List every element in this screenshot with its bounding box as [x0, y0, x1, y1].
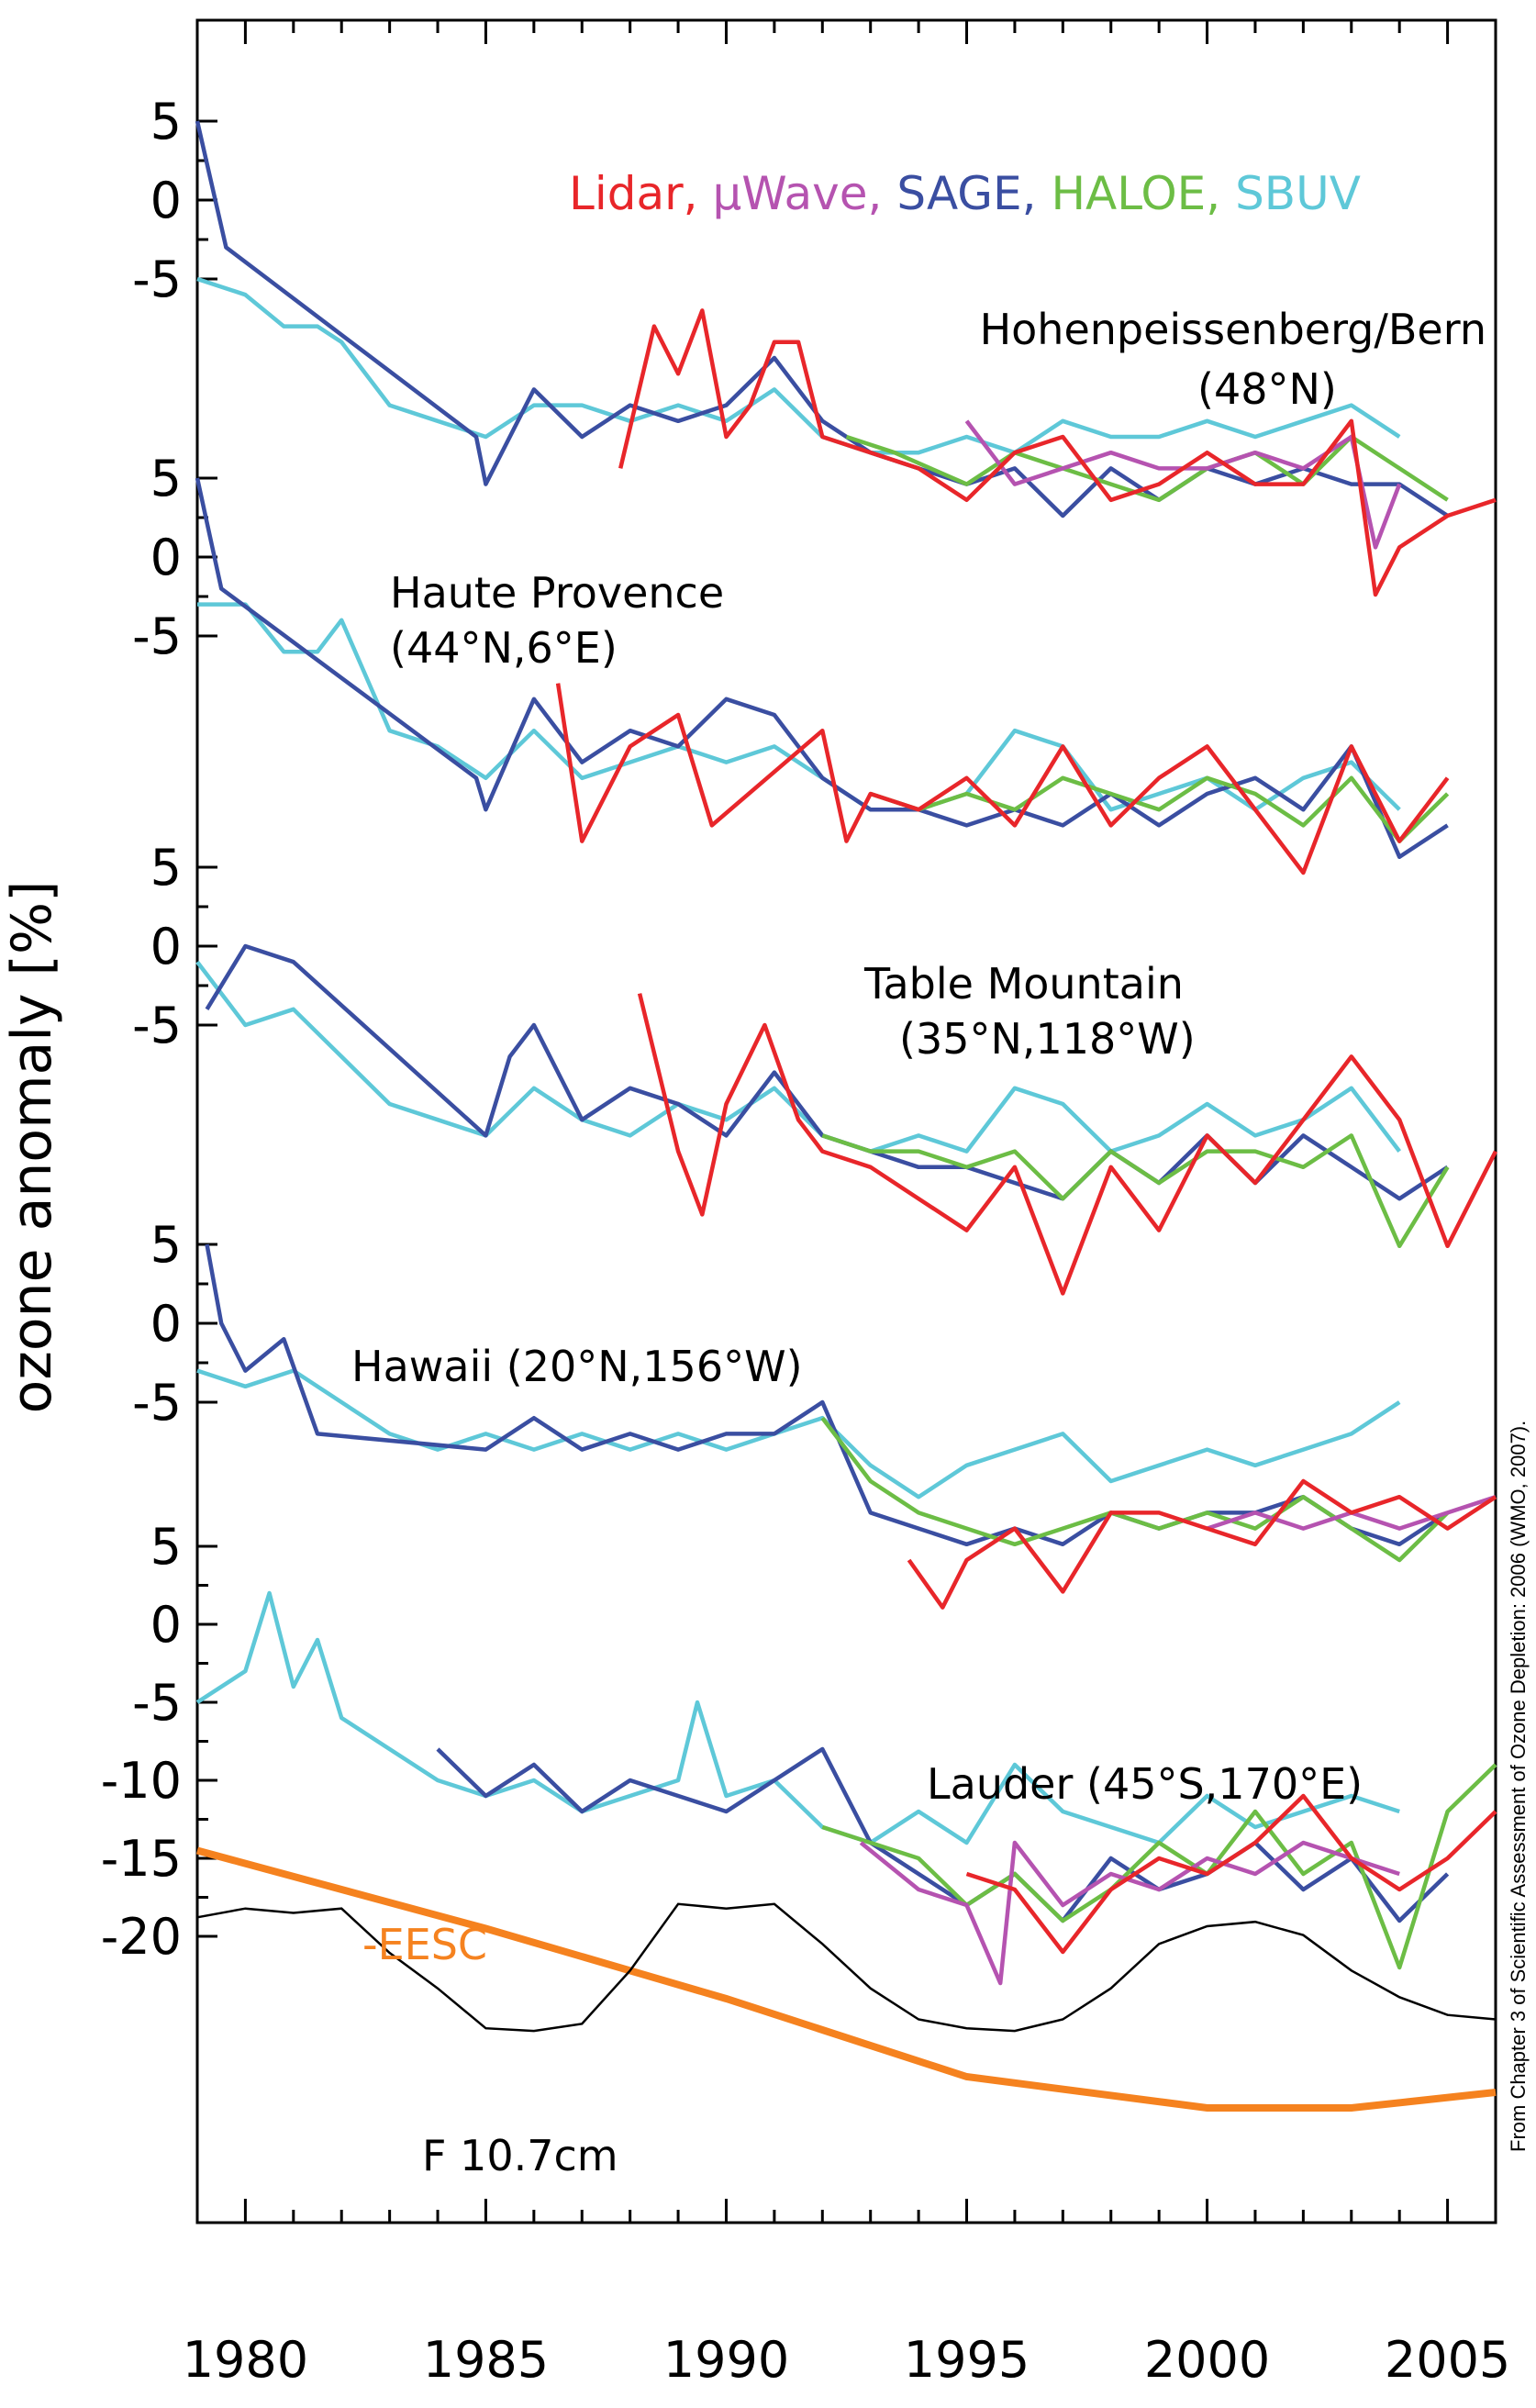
y-tick-label: -15	[101, 1830, 182, 1888]
station-coords: (48°N)	[1197, 364, 1337, 414]
plot-frame	[195, 18, 1497, 2224]
legend-item-µwave: µWave,	[698, 167, 883, 220]
y-tick-label: 0	[150, 529, 182, 586]
station-name: Table Mountain	[863, 959, 1184, 1009]
legend-item-lidar: Lidar,	[569, 167, 698, 220]
y-tick-label: 5	[150, 839, 182, 897]
y-tick-label: 5	[150, 450, 182, 507]
legend-item-sage: SAGE,	[882, 167, 1036, 220]
series-line-hawaii-lidar	[907, 1478, 1497, 1610]
svg-text:Lidar, µWave, SAGE, HALOE, SBU: Lidar, µWave, SAGE, HALOE, SBUV	[569, 167, 1361, 220]
series-line-haute-provence-sbuv	[197, 602, 1401, 812]
x-tick-label: 1980	[183, 2331, 308, 2389]
y-tick-label: -5	[132, 997, 182, 1054]
x-tick-label: 2005	[1385, 2331, 1510, 2389]
series-line-haute-provence-lidar	[555, 683, 1450, 875]
station-name: Haute Provence	[390, 568, 724, 618]
plot-border	[195, 18, 1497, 2224]
y-tick-label: 0	[150, 172, 182, 229]
x-axis: 1980 1985 1990 1995 2000 2005	[183, 20, 1510, 2389]
station-labels: Hohenpeissenberg/Bern (48°N) Haute Provenc…	[351, 305, 1486, 2180]
series-layer	[195, 120, 1498, 2112]
y-tick-label: 5	[150, 1216, 182, 1274]
series-line-table-mountain-sbuv	[195, 960, 1401, 1154]
series-line-hohenpeissenberg-bern-lidar	[618, 308, 1497, 597]
credit-note: From Chapter 3 of Scientific Assessment …	[1507, 1421, 1530, 2152]
eesc-label: -EESC	[362, 1920, 487, 1969]
y-tick-label: -5	[132, 1674, 182, 1732]
series-line-lauder-sbuv	[195, 1590, 1400, 1845]
series-line-table-mountain-lidar	[637, 993, 1498, 1296]
y-tick-label: -5	[132, 251, 182, 308]
f107-label: F 10.7cm	[422, 2131, 618, 2180]
series-line-table-mountain-sage	[205, 943, 1449, 1201]
series-line-lauder-lidar	[965, 1793, 1497, 1955]
y-axis-label: ozone anomaly [%]	[0, 881, 64, 1414]
series-line-hawaii-haloe	[820, 1416, 1450, 1563]
series-line-table-mountain-haloe	[821, 1133, 1450, 1249]
y-tick-label: 0	[150, 918, 182, 975]
eesc-curve	[195, 1846, 1497, 2112]
y-tick-label: -10	[101, 1752, 182, 1810]
y-axis: 5 0 -5 5 0 -5 5 0 -5 5 0 -5 5 0 -5 -10 -15 -20	[101, 93, 217, 1966]
station-name: Hohenpeissenberg/Bern	[980, 305, 1486, 354]
legend-item-haloe: HALOE,	[1037, 167, 1221, 220]
y-tick-label: -20	[101, 1908, 182, 1966]
series-line-hawaii-sage	[205, 1243, 1449, 1547]
x-tick-label: 2000	[1144, 2331, 1270, 2389]
station-coords: (44°N,6°E)	[390, 623, 618, 673]
series-line-hawaii-sbuv	[196, 1368, 1401, 1499]
legend: Lidar, µWave, SAGE, HALOE, SBUV	[569, 167, 1361, 220]
series-line-lauder-haloe	[821, 1763, 1497, 1970]
station-name: Hawaii (20°N,156°W)	[351, 1342, 803, 1391]
y-tick-label: 5	[150, 1518, 182, 1576]
x-tick-label: 1990	[663, 2331, 789, 2389]
y-tick-label: -5	[132, 1374, 182, 1432]
series-line-hohenpeissenberg-bern-sbuv	[196, 276, 1401, 455]
y-tick-label: 0	[150, 1596, 182, 1654]
station-name: Lauder (45°S,170°E)	[927, 1759, 1363, 1809]
y-tick-label: -5	[132, 608, 182, 665]
x-tick-label: 1995	[904, 2331, 1030, 2389]
station-coords: (35°N,118°W)	[899, 1014, 1196, 1064]
series-line-lauder-wave	[859, 1840, 1400, 1986]
series-line-haute-provence-sage	[195, 477, 1449, 860]
legend-item-sbuv: SBUV	[1220, 167, 1361, 220]
f107-curve	[196, 1902, 1497, 2033]
series-line-lauder-sage	[436, 1746, 1450, 1923]
y-tick-label: 0	[150, 1295, 182, 1353]
y-tick-label: 5	[150, 93, 182, 150]
series-line-haute-provence-haloe	[869, 775, 1450, 843]
x-tick-label: 1985	[423, 2331, 549, 2389]
